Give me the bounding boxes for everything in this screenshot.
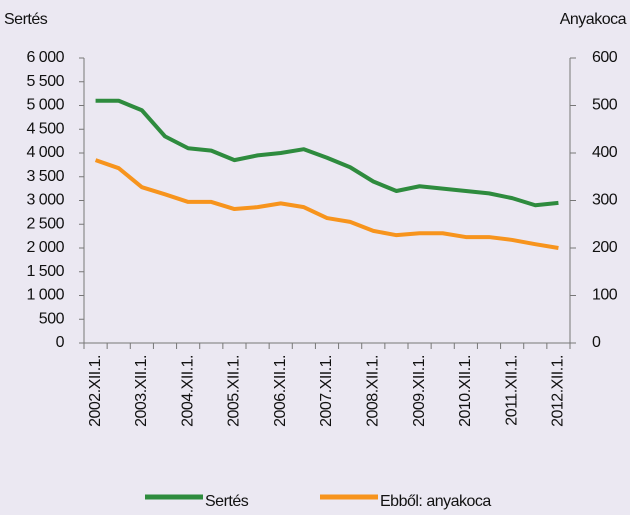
y-tick-label: 500 bbox=[39, 310, 65, 327]
y2-tick-label: 0 bbox=[592, 334, 601, 351]
x-tick-label: 2002.XII.1. bbox=[87, 355, 104, 427]
legend-label: Sertés bbox=[205, 493, 249, 510]
y2-tick-label: 400 bbox=[592, 144, 618, 161]
y2-tick-label: 200 bbox=[592, 239, 618, 256]
y2-tick-label: 600 bbox=[592, 49, 618, 66]
y2-tick-label: 100 bbox=[592, 287, 618, 304]
series-line bbox=[94, 158, 559, 250]
y-tick-label: 1 000 bbox=[26, 287, 64, 304]
y-tick-label: 4 000 bbox=[26, 144, 64, 161]
y-tick-label: 2 500 bbox=[26, 215, 64, 232]
y2-axis-title: Anyakoca bbox=[560, 11, 627, 28]
y-tick-label: 5 000 bbox=[26, 97, 64, 114]
y-tick-label: 4 500 bbox=[26, 120, 64, 137]
x-tick-label: 2007.XII.1. bbox=[318, 355, 335, 427]
y-tick-label: 3 500 bbox=[26, 168, 64, 185]
x-tick-label: 2003.XII.1. bbox=[133, 355, 150, 427]
x-tick-label: 2006.XII.1. bbox=[272, 355, 289, 427]
x-tick-label: 2005.XII.1. bbox=[226, 355, 243, 427]
y-tick-label: 2 000 bbox=[26, 239, 64, 256]
x-tick-label: 2012.XII.1. bbox=[550, 355, 567, 427]
series-line bbox=[95, 98, 559, 208]
x-tick-label: 2009.XII.1. bbox=[411, 355, 428, 427]
legend-label: Ebből: anyakoca bbox=[380, 493, 491, 510]
y-tick-label: 5 500 bbox=[26, 73, 64, 90]
y-tick-label: 6 000 bbox=[26, 49, 64, 66]
x-tick-label: 2004.XII.1. bbox=[179, 355, 196, 427]
x-tick-label: 2011.XII.1. bbox=[503, 355, 520, 426]
y-tick-label: 3 000 bbox=[26, 192, 64, 209]
y2-tick-label: 500 bbox=[592, 97, 618, 114]
x-tick-label: 2010.XII.1. bbox=[457, 355, 474, 427]
y-tick-label: 1 500 bbox=[26, 263, 64, 280]
y-axis-title: Sertés bbox=[4, 11, 48, 28]
y-tick-label: 0 bbox=[56, 334, 65, 351]
x-tick-label: 2008.XII.1. bbox=[365, 355, 382, 427]
y2-tick-label: 300 bbox=[592, 192, 618, 209]
